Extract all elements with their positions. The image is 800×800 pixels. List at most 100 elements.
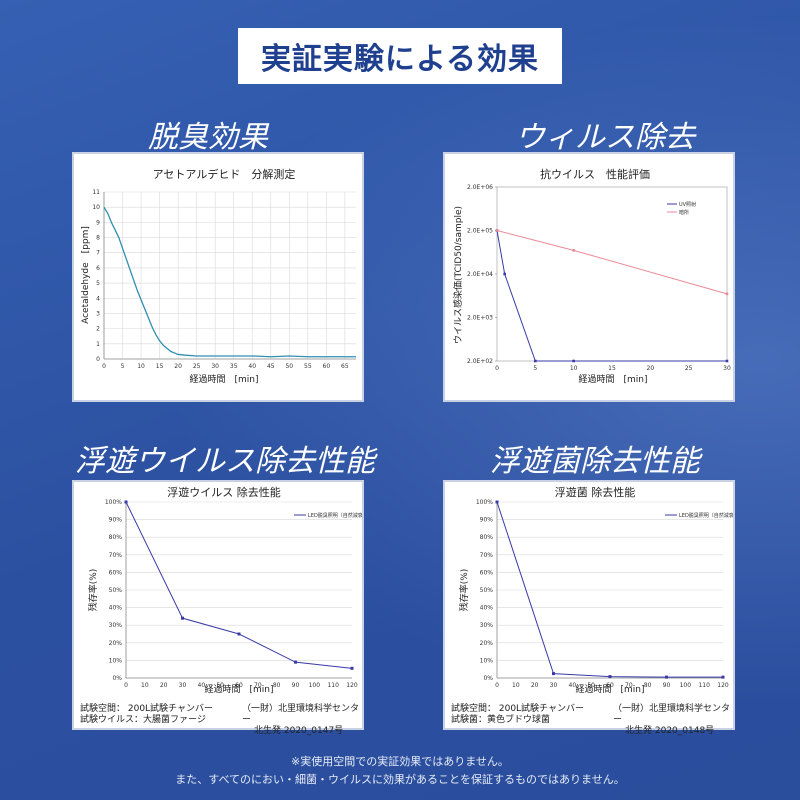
x-tick-label: 5 <box>121 363 125 370</box>
x-tick-label: 90 <box>292 682 300 689</box>
virus-test-space: 試験空間： 200L試験チャンバー <box>80 704 213 714</box>
y-tick-label: 70% <box>480 552 494 559</box>
section-title-virus-removal: ウィルス除去 <box>515 120 695 155</box>
legend-label: LED脱臭照明（自然減衰との比較） <box>308 512 362 519</box>
x-tick-label: 25 <box>193 363 201 370</box>
x-tick-label: 120 <box>346 682 358 689</box>
data-point <box>294 660 297 664</box>
chart-panel-acetaldehyde: アセトアルデヒド 分解測定 0 1 2 3 4 5 6 7 8 9 10 11 0 5 10 15 20 25 30 3… <box>72 152 364 402</box>
virus-footer-right: （一財）北里環境科学センター 北生発 2020_0147号 <box>242 704 362 737</box>
x-tick-label: 20 <box>531 682 539 689</box>
y-tick-label: 50% <box>109 587 123 594</box>
x-tick-label: 80 <box>273 682 281 689</box>
x-axis-label: 経過時間 [min] <box>576 683 645 695</box>
y-tick-label: 0% <box>112 675 122 682</box>
section-title-airborne-bacteria: 浮遊菌除去性能 <box>490 444 700 479</box>
y-tick-label: 1 <box>96 341 100 348</box>
chart-title: 浮遊ウイルス 除去性能 <box>167 485 281 499</box>
x-tick-label: 50 <box>587 682 595 689</box>
data-point <box>495 500 499 504</box>
x-tick-label: 20 <box>647 365 655 372</box>
disclaimer-line-2: また、すべてのにおい・細菌・ウイルスに効果があることを保証するものではありません… <box>175 773 625 786</box>
chart-panel-airborne-bacteria: 浮遊菌 除去性能 0% 10% 20% 30% 40% 50% 60% 70% 80% 90% 100… <box>443 480 735 736</box>
bact-org: （一財）北里環境科学センター <box>613 704 731 725</box>
x-tick-label: 70 <box>625 682 633 689</box>
data-point <box>665 675 668 679</box>
y-tick-label: 7 <box>96 250 100 257</box>
y-tick-label: 30% <box>480 622 494 629</box>
y-tick-label: 6 <box>96 265 100 272</box>
x-tick-label: 60 <box>606 682 614 689</box>
x-tick-label: 60 <box>235 682 243 689</box>
y-tick-label: 9 <box>96 219 100 226</box>
series-line <box>496 501 723 678</box>
data-point <box>552 672 555 676</box>
y-axis-label: ウイルス感染価(TCID50/sample) <box>452 206 464 344</box>
data-point <box>725 292 729 296</box>
chart-title: 浮遊菌 除去性能 <box>555 485 636 499</box>
y-tick-label: 2.0E+04 <box>467 271 493 278</box>
y-tick-label: 2.0E+02 <box>467 358 493 365</box>
data-point <box>572 359 575 363</box>
x-tick-label: 100 <box>680 682 692 689</box>
y-tick-label: 11 <box>92 189 100 196</box>
y-tick-label: 20% <box>480 640 494 647</box>
x-tick-label: 10 <box>141 682 149 689</box>
x-axis-label: 経過時間 [min] <box>579 373 648 385</box>
x-tick-label: 100 <box>309 682 321 689</box>
series-line <box>125 501 353 669</box>
disclaimer-line-1: ※実使用空間での実証効果ではありません。 <box>291 755 509 768</box>
bact-footer-right: （一財）北里環境科学センター 北生発 2020_0148号 <box>613 704 733 737</box>
chart-panel-antivirus: 抗ウイルス 性能評価 2.0E+02 2.0E+03 2.0E+04 2.0E+05 2.… <box>443 152 735 402</box>
chart-title: 抗ウイルス 性能評価 <box>540 167 650 181</box>
y-tick-label: 40% <box>109 605 123 612</box>
x-tick-label: 30 <box>179 682 187 689</box>
x-tick-label: 10 <box>570 365 578 372</box>
x-tick-label: 110 <box>327 682 339 689</box>
legend-label: UV照射 <box>679 201 696 208</box>
y-tick-label: 90% <box>480 517 494 524</box>
x-tick-label: 90 <box>663 682 671 689</box>
y-tick-label: 40% <box>480 605 494 612</box>
y-tick-label: 5 <box>96 280 100 287</box>
data-point <box>350 666 354 670</box>
x-tick-label: 45 <box>267 363 275 370</box>
x-tick-label: 50 <box>216 682 224 689</box>
x-tick-label: 0 <box>495 365 499 372</box>
y-tick-label: 50% <box>480 587 494 594</box>
legend-label: 暗所 <box>679 209 689 216</box>
y-tick-label: 10% <box>480 657 494 664</box>
data-point <box>503 272 506 276</box>
y-tick-label: 10% <box>109 657 123 664</box>
y-tick-label: 0% <box>483 675 493 682</box>
x-tick-label: 0 <box>102 363 106 370</box>
x-tick-label: 15 <box>156 363 164 370</box>
y-tick-label: 80% <box>480 534 494 541</box>
data-point <box>237 632 241 636</box>
x-axis-label: 経過時間 [min] <box>205 683 274 695</box>
y-tick-label: 4 <box>96 295 100 302</box>
data-point <box>721 675 725 679</box>
y-tick-label: 2 <box>96 326 100 333</box>
y-tick-label: 2.0E+05 <box>467 228 493 235</box>
y-axis-label: 残存率(%) <box>87 569 99 612</box>
page-title: 実証実験による効果 <box>238 28 562 84</box>
y-tick-label: 80% <box>109 534 123 541</box>
x-tick-label: 60 <box>323 363 331 370</box>
y-tick-label: 100% <box>105 499 122 506</box>
x-tick-label: 40 <box>198 682 206 689</box>
x-tick-label: 35 <box>230 363 238 370</box>
x-tick-label: 10 <box>137 363 145 370</box>
data-point <box>495 229 499 232</box>
virus-test-subject: 試験ウイルス：大腸菌ファージ <box>80 715 206 725</box>
y-tick-label: 60% <box>109 569 123 576</box>
y-axis-label: 残存率(%) <box>458 569 470 612</box>
y-tick-label: 90% <box>109 517 123 524</box>
x-tick-label: 20 <box>174 363 182 370</box>
virus-footer-left: 試験空間： 200L試験チャンバー 試験ウイルス：大腸菌ファージ <box>80 704 213 726</box>
data-point <box>124 500 128 504</box>
y-tick-label: 60% <box>480 569 494 576</box>
data-point <box>572 249 575 252</box>
y-tick-label: 0 <box>96 356 100 363</box>
